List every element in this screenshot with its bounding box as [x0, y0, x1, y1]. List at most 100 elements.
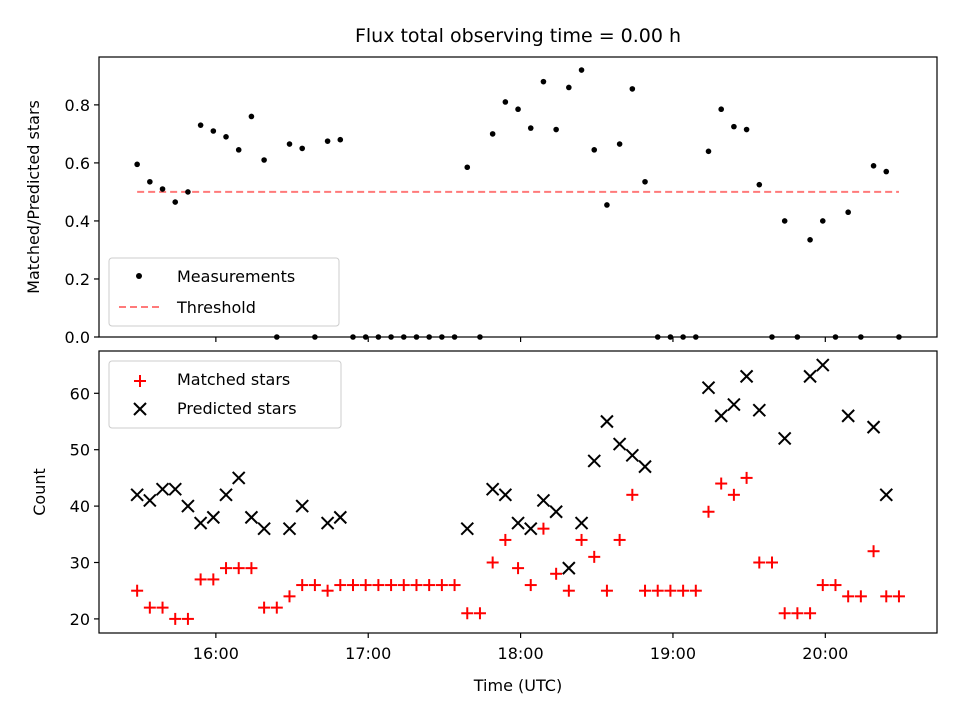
measurement-point — [743, 126, 750, 133]
matched-stars-point — [385, 579, 398, 592]
matched-stars-point — [131, 584, 144, 597]
bottom-legend: Matched stars Predicted stars — [108, 360, 342, 429]
matched-stars-point — [880, 590, 893, 603]
predicted-stars-point — [333, 510, 348, 525]
matched-stars-point — [486, 556, 499, 569]
predicted-stars-point — [524, 521, 538, 536]
bottom-axes-frame — [98, 350, 938, 634]
x-tick-label: 19:00 — [650, 644, 696, 663]
matched-stars-point — [258, 601, 271, 614]
measurement-point — [718, 106, 725, 113]
predicted-stars-point — [155, 482, 170, 496]
matched-stars-point — [715, 477, 728, 490]
bottom-y-axis-label: Count — [30, 468, 49, 516]
matched-stars-point — [829, 579, 842, 592]
predicted-stars-point — [816, 358, 830, 372]
measurement-point — [134, 161, 140, 168]
matched-stars-point — [626, 488, 639, 501]
matched-stars-point — [194, 573, 207, 586]
bottom-y-axis: 20 30 40 50 60 — [70, 384, 99, 629]
matched-stars-point — [181, 612, 194, 625]
measurement-point — [172, 199, 179, 205]
matched-stars-point — [550, 567, 563, 580]
matched-stars-point — [346, 579, 359, 592]
measurement-point — [756, 181, 763, 188]
bottom-x-axis-label: Time (UTC) — [473, 676, 562, 695]
matched-stars-point — [867, 545, 880, 558]
measurement-point — [159, 186, 166, 192]
predicted-stars-point — [574, 516, 589, 530]
matched-stars-point — [524, 579, 537, 592]
matched-stars-point — [143, 601, 156, 614]
matched-stars-point — [778, 607, 791, 620]
measurement-point — [515, 106, 521, 113]
y-tick-label: 0.2 — [65, 270, 90, 289]
matched-stars-point — [575, 533, 588, 546]
predicted-stars-point — [143, 493, 157, 508]
x-tick-label: 20:00 — [802, 644, 848, 663]
legend-label-threshold: Threshold — [176, 298, 256, 317]
matched-stars-point — [753, 556, 766, 569]
matched-stars-point — [677, 584, 690, 597]
matched-stars-point — [664, 584, 677, 597]
y-tick-label: 50 — [70, 441, 90, 460]
y-tick-label: 60 — [70, 384, 90, 403]
predicted-stars-point — [625, 448, 640, 463]
predicted-stars-point — [219, 488, 233, 502]
measurement-point — [604, 202, 610, 208]
top-legend: Measurements Threshold — [108, 257, 340, 327]
measurement-point — [578, 67, 585, 73]
measurement-point — [883, 168, 890, 175]
matched-stars-point — [854, 590, 867, 603]
predicted-stars-point — [612, 437, 627, 451]
y-tick-label: 0.0 — [65, 328, 90, 347]
measurement-point — [591, 147, 598, 153]
matched-stars-point — [334, 579, 347, 592]
measurement-point — [540, 78, 547, 85]
predicted-stars-point — [727, 397, 741, 412]
legend-marker-matched-stars — [134, 375, 146, 387]
top-x-axis — [215, 337, 826, 342]
matched-stars-point — [448, 579, 461, 592]
predicted-stars-point — [549, 505, 563, 519]
matched-stars-point — [270, 601, 283, 614]
matched-stars-point — [423, 579, 436, 592]
matched-stars-point — [473, 607, 486, 620]
matched-stars-point — [461, 607, 474, 620]
chart-title: Flux total observing time = 0.00 h — [355, 25, 681, 47]
measurement-point — [299, 145, 306, 152]
measurement-point — [147, 178, 153, 185]
predicted-stars-point — [320, 516, 335, 530]
predicted-stars-point — [244, 510, 259, 525]
predicted-stars-point — [460, 521, 474, 536]
bottom-plot-area — [130, 358, 905, 625]
matched-stars-point — [220, 562, 233, 575]
matched-stars-point — [245, 562, 258, 575]
predicted-stars-point — [562, 561, 576, 575]
matched-stars-point — [727, 488, 740, 501]
predicted-stars-point — [841, 409, 855, 423]
predicted-stars-point — [638, 459, 652, 474]
predicted-stars-point — [866, 420, 881, 434]
matched-stars-point — [372, 579, 385, 592]
measurement-point — [705, 148, 712, 155]
x-tick-label: 16:00 — [193, 644, 239, 663]
matched-stars-point — [537, 522, 550, 535]
bottom-legend-box — [108, 360, 342, 429]
legend-label-matched-stars: Matched stars — [177, 370, 290, 389]
predicted-stars-point — [232, 471, 246, 485]
matched-stars-point — [232, 562, 245, 575]
predicted-stars-point — [295, 499, 309, 513]
measurement-point — [197, 122, 204, 128]
y-tick-label: 30 — [70, 554, 90, 573]
matched-stars-point — [613, 533, 626, 546]
predicted-stars-point — [193, 516, 208, 530]
measurement-point — [235, 147, 242, 153]
measurement-point — [553, 126, 559, 133]
predicted-stars-point — [587, 454, 601, 468]
predicted-stars-point — [130, 488, 144, 502]
matched-stars-point — [562, 584, 575, 597]
matched-stars-point — [689, 584, 702, 597]
predicted-stars-point — [498, 488, 513, 502]
